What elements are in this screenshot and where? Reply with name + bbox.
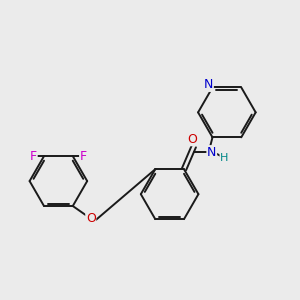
Text: O: O bbox=[86, 212, 96, 225]
Text: F: F bbox=[30, 150, 37, 163]
Text: N: N bbox=[204, 78, 213, 91]
Text: F: F bbox=[80, 150, 87, 163]
Text: H: H bbox=[220, 153, 229, 163]
Text: O: O bbox=[187, 133, 197, 146]
Text: N: N bbox=[207, 146, 217, 159]
